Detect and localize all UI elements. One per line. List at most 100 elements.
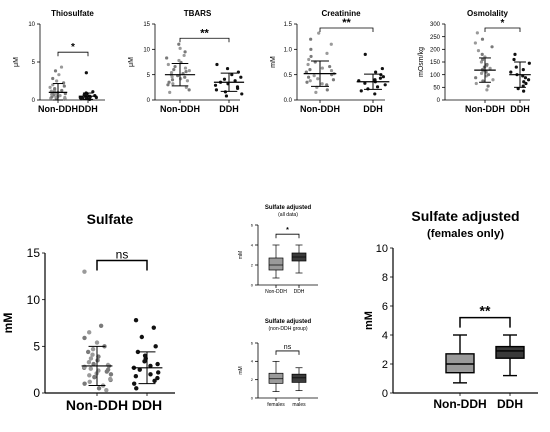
data-point [63, 95, 67, 100]
y-tick-label: 10 [28, 22, 35, 28]
y-tick-label: 0 [251, 282, 254, 287]
data-point [96, 386, 102, 391]
data-point [171, 82, 175, 86]
chart-subtitle: (non-DDH group) [268, 326, 307, 332]
data-point [88, 366, 93, 371]
x-tick-label: Non-DDH [265, 289, 287, 295]
y-tick-label: 0.5 [284, 73, 293, 79]
data-point [133, 374, 139, 379]
data-point [53, 69, 58, 73]
y-tick-label: 250 [430, 35, 441, 41]
data-point [168, 90, 172, 94]
data-point [490, 45, 494, 49]
data-point [185, 79, 190, 83]
x-tick-label: DDH [132, 397, 162, 413]
data-point [306, 62, 310, 67]
data-point [236, 70, 240, 74]
y-tick-label: 200 [430, 47, 441, 53]
data-point [58, 93, 62, 98]
significance-label: ** [200, 27, 209, 39]
y-axis-label: mM [1, 313, 15, 334]
data-point [134, 386, 139, 391]
data-point [476, 49, 481, 53]
chart-creatinine: Creatinine 0.0 0.5 1.0 1.5 mM Non-DDH DDH ** [270, 9, 390, 114]
data-point [512, 57, 516, 62]
data-point [155, 361, 160, 367]
x-tick-label: DDH [78, 104, 98, 114]
data-point [308, 79, 312, 83]
data-point [173, 64, 177, 69]
data-point [381, 75, 385, 79]
data-point [182, 53, 186, 58]
y-axis-label: mM [238, 366, 244, 374]
significance-bracket [319, 27, 374, 32]
y-axis-label: μM [13, 57, 20, 67]
box [291, 373, 307, 383]
y-axis-label: μM [128, 57, 135, 67]
significance-bracket [484, 27, 521, 32]
y-tick-label: 0 [382, 388, 388, 400]
data-point [320, 66, 324, 70]
data-point [486, 73, 491, 77]
data-point [91, 361, 96, 367]
data-point [363, 52, 367, 57]
x-tick-label: Non-DDH [300, 104, 340, 114]
data-point [359, 89, 363, 93]
y-tick-label: 4 [251, 242, 254, 247]
data-point [179, 77, 183, 81]
data-point [224, 94, 229, 98]
data-point [363, 81, 367, 85]
data-point [522, 89, 526, 93]
y-tick-label: 0 [32, 98, 36, 104]
data-point [373, 92, 377, 96]
data-point [187, 69, 191, 73]
data-point [169, 71, 174, 75]
data-point [233, 79, 237, 83]
data-point [491, 78, 495, 82]
data-point [92, 374, 97, 380]
significance-bracket [57, 51, 89, 57]
y-tick-label: 0 [437, 98, 441, 104]
data-point [82, 364, 87, 370]
data-point [137, 367, 142, 372]
significance-label: * [501, 18, 505, 29]
x-tick-label: Non-DDH [38, 104, 78, 114]
data-point [151, 325, 156, 330]
data-point [305, 80, 309, 84]
significance-bracket [459, 316, 511, 328]
x-tick-label: Non-DDH [433, 397, 486, 411]
x-tick-label: Non-DDH [66, 397, 128, 413]
significance-bracket [179, 37, 230, 43]
y-tick-label: 50 [433, 85, 440, 91]
data-point [485, 88, 489, 92]
data-point [328, 64, 332, 69]
significance-label: ** [342, 17, 351, 29]
data-point [306, 75, 311, 79]
y-tick-label: 15 [27, 246, 41, 260]
x-tick-label: Non-DDH [465, 104, 505, 114]
data-point [312, 74, 316, 78]
data-point [307, 57, 311, 62]
data-point [230, 73, 234, 77]
significance-label: * [286, 227, 289, 234]
y-tick-label: 15 [143, 22, 150, 28]
x-tick-label: DDH [497, 397, 523, 411]
chart-title: Sulfate adjusted [265, 205, 312, 211]
chart-sulfate_adj_nonddh: Sulfate adjusted(non-DDH group) 0 2 4 6 mM fem… [238, 319, 318, 408]
data-point [329, 69, 334, 73]
significance-bracket [96, 259, 148, 271]
data-point [142, 353, 148, 358]
data-point [155, 375, 160, 381]
data-point [165, 56, 169, 60]
y-tick-label: 4 [382, 330, 388, 342]
data-point [488, 66, 492, 70]
data-point [166, 62, 170, 67]
x-tick-label: DDH [294, 289, 305, 295]
data-point [366, 87, 370, 91]
data-point [108, 372, 114, 377]
data-point [380, 66, 384, 71]
data-point [304, 70, 308, 74]
data-point [133, 318, 139, 323]
y-tick-label: 150 [430, 60, 441, 66]
data-point [187, 88, 191, 92]
